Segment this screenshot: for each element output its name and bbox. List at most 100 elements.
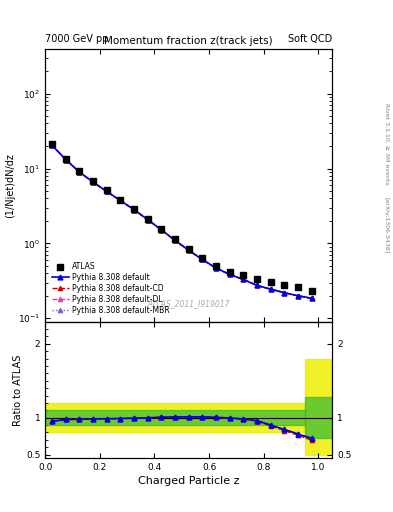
ATLAS	[145, 216, 150, 222]
Pythia 8.308 default-DL	[282, 290, 286, 296]
Y-axis label: (1/Njet)dN/dz: (1/Njet)dN/dz	[5, 153, 15, 218]
Pythia 8.308 default-CD	[132, 207, 136, 213]
Pythia 8.308 default-MBR	[186, 247, 191, 253]
Pythia 8.308 default	[159, 227, 163, 233]
Pythia 8.308 default-CD	[145, 217, 150, 223]
Text: [arXiv:1306.3436]: [arXiv:1306.3436]	[385, 197, 389, 253]
Pythia 8.308 default-MBR	[296, 293, 300, 299]
ATLAS	[200, 255, 205, 261]
Pythia 8.308 default-CD	[104, 188, 109, 195]
Pythia 8.308 default-CD	[159, 227, 163, 233]
ATLAS	[159, 225, 163, 231]
Pythia 8.308 default	[186, 247, 191, 253]
Pythia 8.308 default-DL	[186, 247, 191, 253]
Pythia 8.308 default-CD	[186, 247, 191, 253]
Pythia 8.308 default-DL	[268, 286, 273, 292]
Pythia 8.308 default-CD	[241, 276, 246, 283]
Line: Pythia 8.308 default-DL: Pythia 8.308 default-DL	[50, 143, 314, 301]
Pythia 8.308 default-MBR	[104, 188, 109, 195]
Pythia 8.308 default	[173, 237, 177, 243]
Pythia 8.308 default	[214, 265, 219, 271]
ATLAS	[296, 284, 300, 290]
Pythia 8.308 default	[50, 142, 54, 148]
ATLAS	[227, 269, 232, 275]
ATLAS	[173, 236, 177, 242]
Pythia 8.308 default-CD	[63, 157, 68, 163]
Pythia 8.308 default-CD	[173, 237, 177, 243]
Pythia 8.308 default-CD	[255, 282, 259, 288]
Pythia 8.308 default-MBR	[159, 227, 163, 233]
Pythia 8.308 default-DL	[227, 271, 232, 278]
Pythia 8.308 default-MBR	[214, 265, 219, 271]
Pythia 8.308 default	[282, 290, 286, 296]
Pythia 8.308 default	[132, 207, 136, 213]
Pythia 8.308 default-CD	[77, 169, 82, 175]
ATLAS	[255, 276, 259, 283]
Line: Pythia 8.308 default-MBR: Pythia 8.308 default-MBR	[50, 143, 314, 301]
ATLAS	[91, 178, 95, 184]
ATLAS	[132, 206, 136, 212]
Pythia 8.308 default-MBR	[200, 257, 205, 263]
Pythia 8.308 default	[118, 198, 123, 204]
Pythia 8.308 default	[104, 188, 109, 195]
Pythia 8.308 default-DL	[63, 157, 68, 163]
Pythia 8.308 default-MBR	[132, 207, 136, 213]
ATLAS	[63, 156, 68, 162]
Pythia 8.308 default	[200, 257, 205, 263]
Pythia 8.308 default-DL	[91, 179, 95, 185]
Pythia 8.308 default-DL	[50, 142, 54, 148]
Pythia 8.308 default-CD	[214, 265, 219, 271]
Pythia 8.308 default	[296, 293, 300, 299]
ATLAS	[104, 187, 109, 194]
Y-axis label: Ratio to ATLAS: Ratio to ATLAS	[13, 354, 23, 425]
Pythia 8.308 default-MBR	[118, 198, 123, 204]
Pythia 8.308 default-DL	[104, 188, 109, 195]
Text: Soft QCD: Soft QCD	[288, 33, 332, 44]
Pythia 8.308 default-DL	[309, 295, 314, 302]
ATLAS	[118, 197, 123, 203]
ATLAS	[309, 287, 314, 293]
Pythia 8.308 default-MBR	[63, 157, 68, 163]
Pythia 8.308 default	[241, 276, 246, 283]
Title: Momentum fraction z(track jets): Momentum fraction z(track jets)	[104, 36, 273, 47]
Pythia 8.308 default-DL	[77, 169, 82, 175]
Pythia 8.308 default-MBR	[50, 142, 54, 148]
ATLAS	[77, 168, 82, 175]
Pythia 8.308 default-DL	[214, 265, 219, 271]
Text: 7000 GeV pp: 7000 GeV pp	[45, 33, 109, 44]
Legend: ATLAS, Pythia 8.308 default, Pythia 8.308 default-CD, Pythia 8.308 default-DL, P: ATLAS, Pythia 8.308 default, Pythia 8.30…	[49, 259, 173, 318]
Line: Pythia 8.308 default: Pythia 8.308 default	[50, 143, 314, 301]
Pythia 8.308 default-MBR	[91, 179, 95, 185]
Pythia 8.308 default-DL	[118, 198, 123, 204]
Pythia 8.308 default-CD	[227, 271, 232, 278]
Pythia 8.308 default-CD	[200, 257, 205, 263]
Text: Rivet 3.1.10, ≥ 3M events: Rivet 3.1.10, ≥ 3M events	[385, 102, 389, 184]
Pythia 8.308 default-DL	[145, 217, 150, 223]
ATLAS	[50, 141, 54, 147]
Pythia 8.308 default-CD	[309, 295, 314, 302]
Pythia 8.308 default	[77, 169, 82, 175]
ATLAS	[214, 263, 219, 269]
Pythia 8.308 default-CD	[296, 293, 300, 299]
Pythia 8.308 default-MBR	[309, 295, 314, 302]
Pythia 8.308 default-MBR	[241, 276, 246, 283]
ATLAS	[282, 282, 286, 288]
Line: Pythia 8.308 default-CD: Pythia 8.308 default-CD	[50, 143, 314, 301]
ATLAS	[268, 279, 273, 285]
Line: ATLAS: ATLAS	[49, 142, 314, 293]
Pythia 8.308 default	[268, 286, 273, 292]
Pythia 8.308 default-CD	[91, 179, 95, 185]
Pythia 8.308 default	[145, 217, 150, 223]
X-axis label: Charged Particle z: Charged Particle z	[138, 476, 239, 486]
Pythia 8.308 default	[255, 282, 259, 288]
Pythia 8.308 default	[63, 157, 68, 163]
Pythia 8.308 default-CD	[282, 290, 286, 296]
Pythia 8.308 default-DL	[200, 257, 205, 263]
ATLAS	[241, 272, 246, 278]
ATLAS	[186, 246, 191, 252]
Pythia 8.308 default-MBR	[227, 271, 232, 278]
Pythia 8.308 default-CD	[50, 142, 54, 148]
Pythia 8.308 default-MBR	[268, 286, 273, 292]
Pythia 8.308 default	[227, 271, 232, 278]
Pythia 8.308 default-DL	[241, 276, 246, 283]
